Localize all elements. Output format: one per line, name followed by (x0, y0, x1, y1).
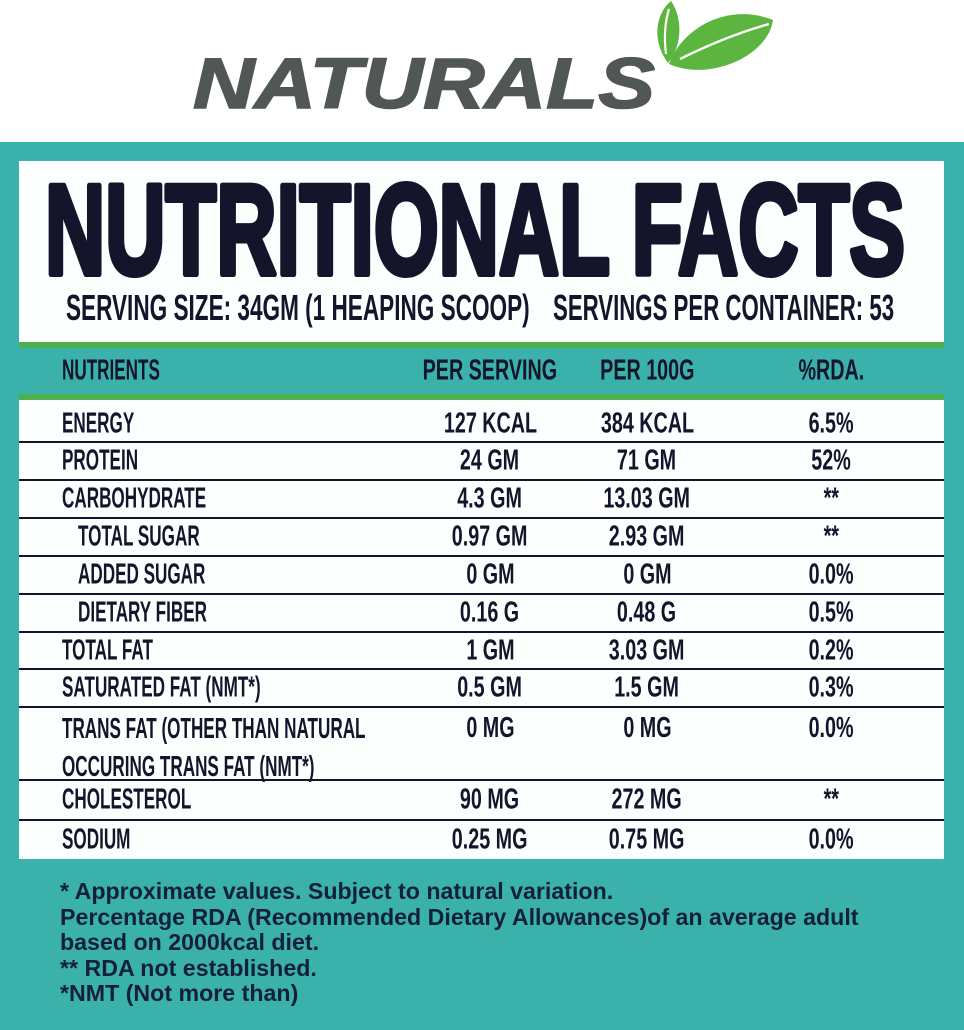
row-total-sugar: TOTAL SUGAR 0.97 GM 2.93 GM ** (19, 517, 944, 555)
value-per-100g: 71 GM (617, 444, 677, 477)
big-leaf-icon (669, 14, 773, 70)
nutrient-name: TOTAL SUGAR (78, 520, 200, 553)
big-leaf-vein (679, 22, 770, 61)
nutrient-name: TOTAL FAT (62, 634, 153, 666)
value-per-100g: 3.03 GM (609, 634, 685, 666)
nutrient-name: TRANS FAT (OTHER THAN NATURAL (62, 713, 366, 745)
table-header-row: NUTRIENTS PER SERVING PER 100G %RDA. (19, 348, 944, 394)
value-per-serving: 0 MG (465, 712, 515, 744)
nutrient-name: CHOLESTEROL (62, 783, 192, 816)
footnote-line: based on 2000kcal diet. (60, 929, 320, 956)
brand-name-text: NATURALS (193, 50, 655, 121)
column-header-nutrients: NUTRIENTS (62, 354, 160, 387)
row-energy: ENERGY 127 KCAL 384 KCAL 6.5% (19, 400, 944, 441)
serving-size-text: SERVING SIZE: 34GM (1 HEAPING SCOOP) (66, 287, 530, 328)
value-rda: ** (823, 783, 839, 816)
value-rda: 0.5% (808, 596, 854, 629)
value-rda: 6.5% (808, 407, 854, 439)
value-rda: 0.0% (808, 823, 854, 855)
brand-banner: NATURALS (0, 0, 964, 142)
row-protein: PROTEIN 24 GM 71 GM 52% (19, 441, 944, 479)
row-sodium: SODIUM 0.25 MG 0.75 MG 0.0% (19, 819, 944, 858)
value-per-serving: 0.16 G (460, 596, 520, 629)
value-per-100g: 1.5 GM (614, 671, 680, 704)
nutrient-name: ADDED SUGAR (78, 558, 206, 591)
value-per-serving: 1 GM (465, 634, 515, 666)
row-added-sugar: ADDED SUGAR 0 GM 0 GM 0.0% (19, 555, 944, 593)
value-per-serving: 24 GM (460, 444, 520, 477)
teal-frame: NUTRITIONAL FACTS SERVING SIZE: 34GM (1 … (0, 142, 964, 1030)
footnote-line: Percentage RDA (Recommended Dietary Allo… (60, 903, 859, 930)
value-per-serving: 127 KCAL (443, 407, 537, 439)
column-header-per-serving: PER SERVING (422, 354, 558, 387)
value-rda: ** (823, 520, 839, 553)
small-leaf-icon (657, 1, 680, 63)
footnote-line: *NMT (Not more than) (60, 980, 299, 1007)
value-per-serving: 4.3 GM (457, 482, 523, 515)
footnote-line: ** RDA not established. (60, 954, 317, 981)
serving-info: SERVING SIZE: 34GM (1 HEAPING SCOOP) SER… (19, 288, 944, 328)
servings-per-container-text: SERVINGS PER CONTAINER: 53 (553, 287, 895, 328)
value-rda: ** (823, 482, 839, 515)
value-rda: 0.3% (808, 671, 854, 704)
nutrient-name: SODIUM (62, 823, 131, 855)
value-per-100g: 0 GM (622, 558, 672, 591)
row-dietary-fiber: DIETARY FIBER 0.16 G 0.48 G 0.5% (19, 593, 944, 631)
value-per-100g: 2.93 GM (609, 520, 685, 553)
footnote-line: * Approximate values. Subject to natural… (60, 878, 614, 904)
column-header-per-100g: PER 100G (599, 354, 695, 387)
nutrient-name: CARBOHYDRATE (62, 482, 207, 515)
nutrient-name-line2: OCCURING TRANS FAT (NMT*) (62, 751, 315, 783)
leaves-icon (657, 1, 773, 70)
divider-green-top (19, 342, 944, 348)
column-header-rda: %RDA. (798, 354, 864, 387)
facts-title: NUTRITIONAL FACTS (45, 181, 908, 285)
row-total-fat: TOTAL FAT 1 GM 3.03 GM 0.2% (19, 631, 944, 668)
facts-title-text: NUTRITIONAL FACTS (45, 181, 905, 285)
value-rda: 0.2% (808, 634, 854, 666)
value-per-serving: 90 MG (460, 783, 520, 816)
naturals-wordmark: NATURALS (193, 50, 655, 121)
nutrient-name: DIETARY FIBER (78, 596, 207, 629)
nutrients-table: ENERGY 127 KCAL 384 KCAL 6.5% PROTEIN 24… (19, 400, 944, 858)
value-rda: 0.0% (808, 712, 854, 744)
value-per-serving: 0.25 MG (452, 823, 528, 855)
divider-green-bottom (19, 394, 944, 400)
value-per-100g: 0.75 MG (609, 823, 685, 855)
value-per-serving: 0.97 GM (452, 520, 528, 553)
nutrient-name: SATURATED FAT (NMT*) (62, 671, 261, 704)
nutrient-name: ENERGY (62, 407, 135, 439)
value-per-100g: 272 MG (611, 783, 683, 816)
value-rda: 52% (811, 444, 851, 477)
footnotes: * Approximate values. Subject to natural… (60, 878, 900, 1007)
facts-panel: NUTRITIONAL FACTS SERVING SIZE: 34GM (1 … (19, 161, 944, 859)
row-carbohydrate: CARBOHYDRATE 4.3 GM 13.03 GM ** (19, 479, 944, 517)
value-per-100g: 0.48 G (617, 596, 677, 629)
value-per-100g: 384 KCAL (600, 407, 694, 439)
value-rda: 0.0% (808, 558, 854, 591)
row-saturated-fat: SATURATED FAT (NMT*) 0.5 GM 1.5 GM 0.3% (19, 668, 944, 706)
value-per-serving: 0.5 GM (457, 671, 523, 704)
value-per-100g: 0 MG (622, 712, 672, 744)
value-per-serving: 0 GM (465, 558, 515, 591)
row-trans-fat: TRANS FAT (OTHER THAN NATURAL OCCURING T… (19, 706, 944, 783)
value-per-100g: 13.03 GM (603, 482, 691, 515)
small-leaf-vein (663, 8, 671, 55)
nutrient-name: PROTEIN (62, 444, 139, 477)
row-cholesterol: CHOLESTEROL 90 MG 272 MG ** (19, 779, 944, 819)
